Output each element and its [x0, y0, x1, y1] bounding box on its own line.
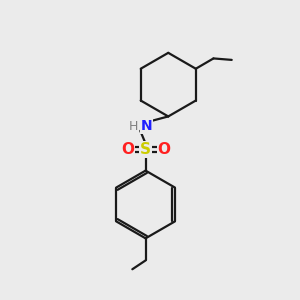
Text: N: N	[140, 119, 152, 134]
Text: O: O	[121, 142, 134, 157]
Text: S: S	[140, 142, 151, 157]
Text: H: H	[129, 120, 138, 133]
Text: O: O	[157, 142, 170, 157]
